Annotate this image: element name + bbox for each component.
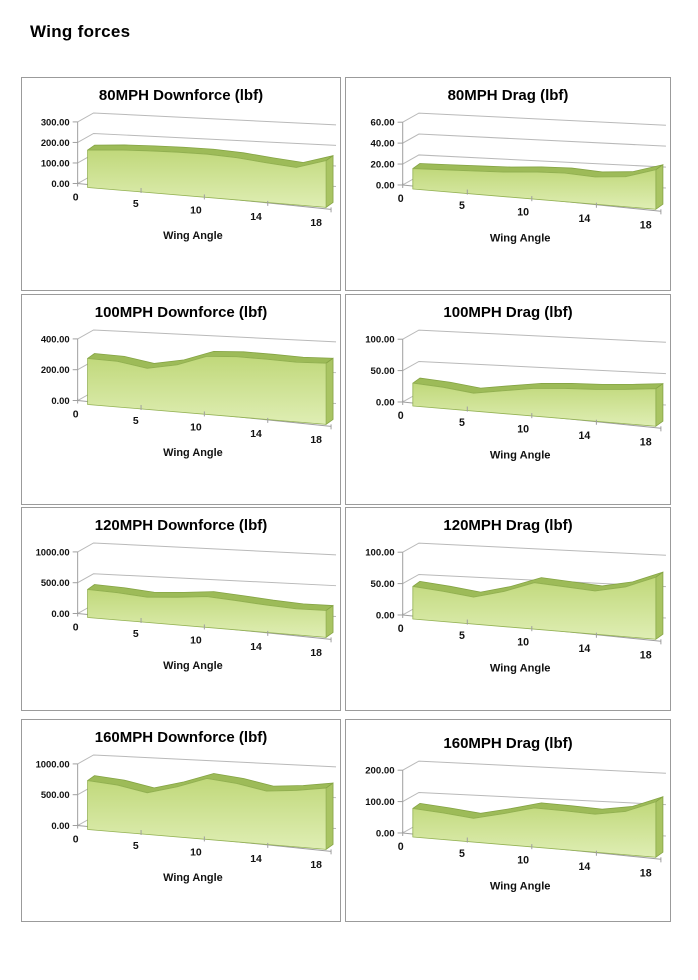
svg-text:18: 18 (640, 868, 652, 880)
chart-panel-120mph-drag: 120MPH Drag (lbf) 0.00 50.00 100.00 0 5 10 14 1… (345, 507, 671, 711)
svg-text:5: 5 (133, 629, 139, 640)
area-chart-svg: 0.00 100.00 200.00 300.00 0 5 10 14 18 Wing Angle (22, 106, 340, 255)
area-chart-svg: 0.00 200.00 400.00 0 5 10 14 18 Wing Angle (22, 323, 340, 472)
svg-text:18: 18 (310, 218, 322, 229)
svg-text:10: 10 (190, 422, 202, 433)
svg-text:18: 18 (310, 435, 322, 446)
svg-text:Wing Angle: Wing Angle (490, 663, 551, 675)
svg-text:10: 10 (517, 854, 529, 866)
svg-text:14: 14 (579, 643, 591, 655)
chart-panel-160mph-drag: 160MPH Drag (lbf) 0.00 100.00 200.00 0 5 10 14… (345, 719, 671, 922)
svg-text:0: 0 (398, 410, 404, 422)
svg-text:20.00: 20.00 (371, 160, 395, 171)
svg-text:18: 18 (310, 648, 322, 659)
svg-text:5: 5 (133, 841, 139, 852)
svg-text:Wing Angle: Wing Angle (163, 447, 223, 459)
area-chart-svg: 0.00 100.00 200.00 0 5 10 14 18 Wing Angle (346, 754, 670, 906)
area-chart-svg: 0.00 50.00 100.00 0 5 10 14 18 Wing Angle (346, 536, 670, 688)
svg-text:Wing Angle: Wing Angle (163, 660, 223, 672)
chart-panel-80mph-drag: 80MPH Drag (lbf) 0.00 20.00 40.00 60.00 0 5 10… (345, 77, 671, 291)
svg-text:0.00: 0.00 (51, 396, 69, 407)
chart-title: 160MPH Drag (lbf) (443, 735, 573, 752)
svg-text:300.00: 300.00 (41, 117, 70, 128)
chart-title: 80MPH Drag (lbf) (447, 87, 569, 104)
svg-text:50.00: 50.00 (371, 366, 395, 377)
svg-text:1000.00: 1000.00 (36, 547, 70, 558)
page-title: Wing forces (30, 22, 131, 41)
svg-text:14: 14 (250, 429, 262, 440)
svg-text:14: 14 (250, 212, 262, 223)
svg-text:18: 18 (640, 220, 652, 232)
svg-text:14: 14 (250, 854, 262, 865)
svg-text:5: 5 (459, 200, 465, 212)
svg-text:Wing Angle: Wing Angle (490, 450, 551, 462)
svg-text:Wing Angle: Wing Angle (163, 230, 223, 242)
svg-text:14: 14 (250, 642, 262, 653)
svg-text:0.00: 0.00 (376, 611, 395, 622)
svg-text:60.00: 60.00 (371, 118, 395, 129)
svg-text:100.00: 100.00 (41, 158, 70, 169)
chart-panel-80mph-downforce: 80MPH Downforce (lbf) 0.00 100.00 200.00 30… (21, 77, 341, 291)
chart-title: 120MPH Downforce (lbf) (94, 517, 268, 534)
svg-text:0.00: 0.00 (376, 181, 395, 192)
svg-text:0: 0 (73, 192, 79, 203)
svg-text:0: 0 (73, 834, 79, 845)
svg-text:0: 0 (398, 841, 404, 853)
svg-text:10: 10 (190, 847, 202, 858)
area-chart-svg: 0.00 500.00 1000.00 0 5 10 14 18 Wing Angle (22, 748, 340, 897)
svg-text:10: 10 (517, 206, 529, 218)
svg-text:0.00: 0.00 (376, 398, 395, 409)
chart-panel-160mph-downforce: 160MPH Downforce (lbf) 0.00 500.00 1000.00… (21, 719, 341, 922)
svg-text:200.00: 200.00 (41, 138, 70, 149)
chart-panel-120mph-downforce: 120MPH Downforce (lbf) 0.00 500.00 1000.00… (21, 507, 341, 711)
svg-text:0.00: 0.00 (51, 821, 69, 832)
svg-text:0.00: 0.00 (376, 829, 395, 840)
chart-title: 100MPH Downforce (lbf) (94, 304, 268, 321)
svg-text:40.00: 40.00 (371, 139, 395, 150)
svg-text:5: 5 (459, 630, 465, 642)
svg-text:10: 10 (517, 423, 529, 435)
svg-text:5: 5 (133, 199, 139, 210)
svg-text:100.00: 100.00 (365, 797, 394, 808)
svg-text:500.00: 500.00 (41, 790, 70, 801)
svg-text:0.00: 0.00 (51, 609, 69, 620)
svg-text:10: 10 (190, 205, 202, 216)
svg-text:50.00: 50.00 (371, 579, 395, 590)
svg-text:200.00: 200.00 (41, 365, 70, 376)
chart-panel-100mph-downforce: 100MPH Downforce (lbf) 0.00 200.00 400.00 0… (21, 294, 341, 505)
svg-text:400.00: 400.00 (41, 334, 70, 345)
area-chart-svg: 0.00 500.00 1000.00 0 5 10 14 18 Wing Angle (22, 536, 340, 685)
area-chart-svg: 0.00 20.00 40.00 60.00 0 5 10 14 18 Wing Angle (346, 106, 670, 258)
svg-text:5: 5 (133, 416, 139, 427)
svg-text:Wing Angle: Wing Angle (490, 881, 551, 893)
svg-text:14: 14 (579, 430, 591, 442)
chart-title: 80MPH Downforce (lbf) (98, 87, 264, 104)
svg-text:Wing Angle: Wing Angle (490, 233, 551, 245)
svg-text:200.00: 200.00 (365, 766, 394, 777)
svg-text:5: 5 (459, 417, 465, 429)
svg-text:1000.00: 1000.00 (36, 759, 70, 770)
chart-title: 100MPH Drag (lbf) (443, 304, 573, 321)
svg-text:18: 18 (310, 860, 322, 871)
svg-text:0: 0 (398, 623, 404, 635)
svg-text:Wing Angle: Wing Angle (163, 872, 223, 884)
svg-text:0.00: 0.00 (51, 179, 69, 190)
svg-text:14: 14 (579, 213, 591, 225)
svg-text:0: 0 (398, 193, 404, 205)
svg-text:14: 14 (579, 861, 591, 873)
chart-title: 120MPH Drag (lbf) (443, 517, 573, 534)
svg-text:10: 10 (517, 636, 529, 648)
svg-text:0: 0 (73, 622, 79, 633)
svg-text:100.00: 100.00 (365, 335, 394, 346)
svg-text:5: 5 (459, 848, 465, 860)
svg-text:10: 10 (190, 635, 202, 646)
chart-panel-100mph-drag: 100MPH Drag (lbf) 0.00 50.00 100.00 0 5 10 14 1… (345, 294, 671, 505)
svg-text:18: 18 (640, 650, 652, 662)
area-chart-svg: 0.00 50.00 100.00 0 5 10 14 18 Wing Angle (346, 323, 670, 475)
chart-title: 160MPH Downforce (lbf) (94, 729, 268, 746)
svg-text:100.00: 100.00 (365, 548, 394, 559)
svg-text:0: 0 (73, 409, 79, 420)
svg-text:500.00: 500.00 (41, 578, 70, 589)
svg-text:18: 18 (640, 437, 652, 449)
